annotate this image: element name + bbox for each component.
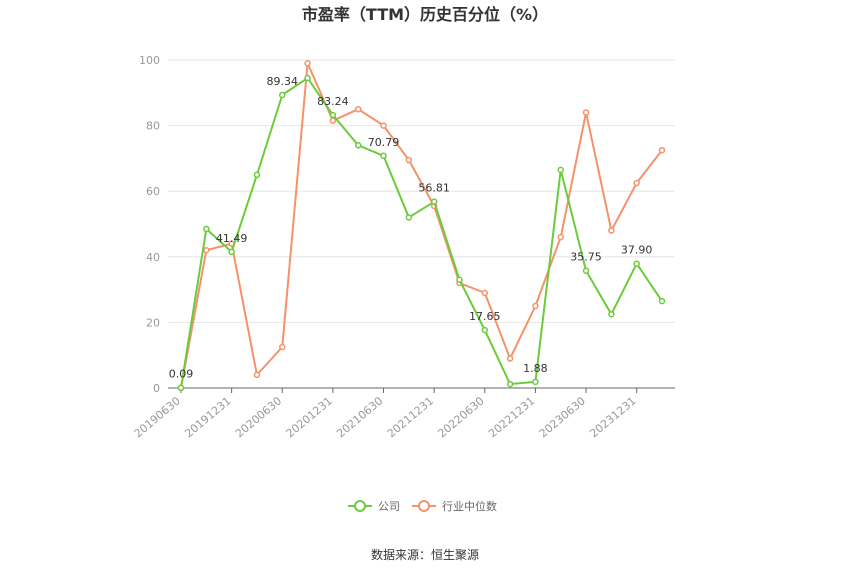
data-point (532, 378, 539, 386)
data-point (608, 227, 615, 234)
legend-item-company[interactable]: 公司 (348, 500, 400, 513)
data-point (481, 289, 489, 297)
data-point (279, 91, 286, 99)
legend-label-industry-median: 行业中位数 (442, 499, 497, 513)
data-point (253, 371, 261, 379)
y-tick-label: 40 (146, 251, 160, 264)
x-axis: 20190630 20191231 20200630 20201231 20210630… (132, 387, 675, 440)
x-tick-label: 20201231 (284, 394, 335, 440)
legend-label-company: 公司 (378, 500, 400, 513)
x-tick-label: 20210630 (334, 394, 385, 440)
chart-title: 市盈率（TTM）历史百分位（%） (302, 5, 548, 24)
legend-marker-industry-median (418, 500, 430, 512)
data-point (279, 343, 286, 351)
data-point (608, 310, 615, 318)
data-label: 0.09 (169, 368, 194, 381)
data-point (253, 171, 261, 179)
x-tick-label: 20190630 (132, 394, 183, 440)
y-tick-label: 100 (139, 54, 160, 67)
data-label: 35.75 (570, 251, 602, 264)
data-label: 41.49 (216, 232, 248, 245)
data-label: 17.65 (469, 310, 501, 323)
y-tick-label: 60 (146, 185, 160, 198)
data-point (658, 146, 666, 154)
data-point (557, 166, 564, 174)
data-point (177, 384, 185, 391)
data-point (380, 122, 387, 129)
data-point (506, 380, 514, 388)
data-point (582, 267, 590, 274)
data-point (557, 233, 564, 241)
data-point (405, 214, 413, 221)
series-line (180, 77, 663, 388)
series-layer (177, 60, 666, 392)
data-point (506, 355, 514, 362)
x-tick-label: 20200630 (233, 394, 284, 440)
legend-item-industry-median[interactable]: 行业中位数 (412, 499, 497, 513)
data-point (380, 152, 387, 160)
data-point (203, 225, 210, 233)
x-tick-label: 20211231 (385, 394, 436, 440)
data-point (456, 276, 463, 284)
data-labels: 0.09 41.49 89.34 83.24 70.79 56.81 17.65 1.88 35… (169, 75, 653, 381)
data-label: 83.24 (317, 95, 349, 108)
data-point (658, 297, 666, 305)
data-label: 89.34 (267, 75, 299, 88)
data-point (354, 105, 362, 113)
data-point (633, 260, 640, 267)
x-tick-label: 20191231 (182, 394, 233, 440)
data-point (532, 302, 539, 310)
legend-marker-company (354, 500, 366, 512)
data-label: 1.88 (523, 362, 548, 375)
data-point (481, 326, 489, 334)
y-tick-label: 20 (146, 316, 160, 329)
x-tick-label: 20221231 (486, 394, 537, 440)
x-tick-label: 20220630 (435, 394, 486, 440)
data-point (203, 246, 210, 254)
source-note: 数据来源：恒生聚源 (371, 547, 479, 562)
y-tick-label: 80 (146, 120, 160, 133)
data-point (582, 109, 590, 116)
data-label: 37.90 (621, 244, 653, 257)
data-point (405, 156, 413, 164)
data-point (329, 111, 337, 119)
x-tick-label: 20231231 (587, 394, 638, 440)
series-line (180, 62, 663, 389)
data-point (228, 248, 235, 256)
y-axis: 0 20 40 60 80 100 (139, 54, 160, 395)
data-label: 70.79 (368, 136, 400, 149)
data-point (304, 74, 311, 82)
data-point (633, 179, 640, 187)
data-point (329, 117, 337, 124)
data-point (354, 142, 362, 149)
data-point (304, 60, 311, 67)
y-tick-label: 0 (153, 382, 160, 395)
data-label: 56.81 (418, 182, 450, 195)
legend[interactable]: 公司 行业中位数 (348, 499, 497, 513)
data-point (430, 198, 438, 205)
x-tick-label: 20230630 (537, 394, 588, 440)
